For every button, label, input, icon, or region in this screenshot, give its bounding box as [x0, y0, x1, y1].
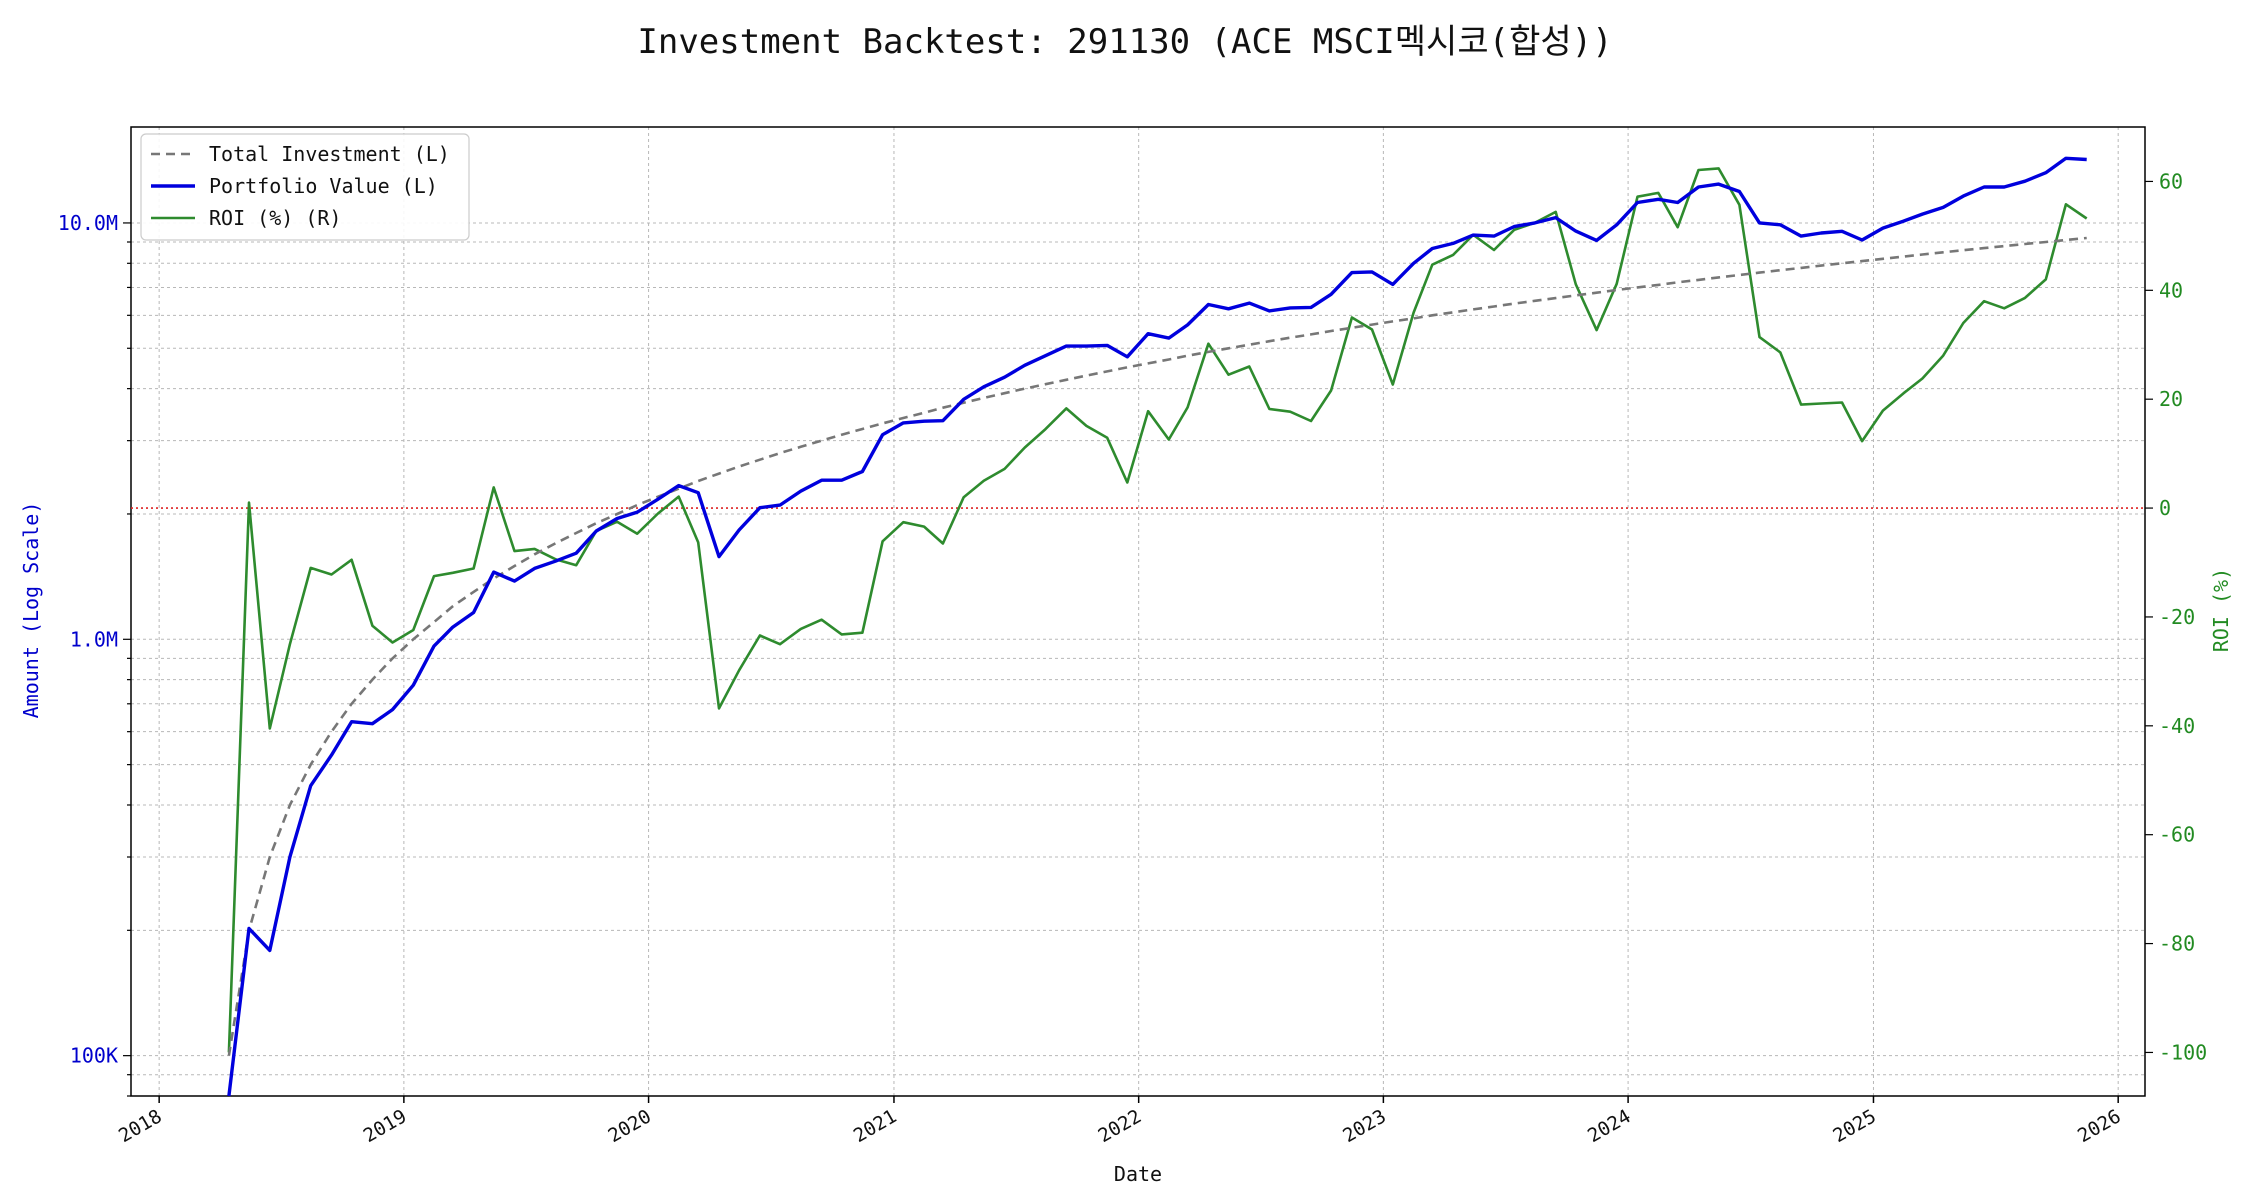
left-y-tick-label: 10.0M	[58, 211, 118, 235]
x-tick-label: 2026	[2074, 1105, 2125, 1147]
total-investment-line	[227, 236, 2087, 1056]
right-y-tick-label: 40	[2159, 278, 2183, 302]
x-tick-label: 2024	[1584, 1105, 1635, 1147]
chart-legend: Total Investment (L) Portfolio Value (L) R…	[140, 133, 470, 241]
chart-title: Investment Backtest: 291130 (ACE MSCI멕시코…	[637, 22, 1613, 62]
right-y-tick-label: 0	[2159, 496, 2171, 520]
legend-label: Total Investment (L)	[209, 142, 450, 166]
legend-label: Portfolio Value (L)	[209, 174, 438, 198]
right-y-tick-label: -60	[2159, 823, 2195, 847]
right-y-tick-label: -20	[2159, 605, 2195, 629]
x-tick-label: 2021	[850, 1105, 901, 1147]
plot-frame	[130, 126, 2146, 1097]
left-y-tick-label: 100K	[70, 1044, 118, 1068]
right-y-tick-label: -40	[2159, 714, 2195, 738]
series-layer	[131, 156, 2145, 1097]
right-y-tick-label: 20	[2159, 387, 2183, 411]
legend-box	[140, 133, 470, 241]
x-tick-label: 2018	[115, 1105, 166, 1147]
x-tick-label: 2020	[604, 1105, 655, 1147]
axes-layer: 2018 2019 2020 2021 2022 2023 2024 2025 2026 100K…	[58, 126, 2207, 1147]
right-y-axis-label: ROI (%)	[2209, 568, 2233, 652]
x-tick-label: 2022	[1095, 1105, 1146, 1147]
x-tick-label: 2019	[360, 1105, 411, 1147]
roi-line	[227, 167, 2088, 1053]
right-y-tick-label: -80	[2159, 932, 2195, 956]
left-y-axis-label: Amount (Log Scale)	[19, 502, 43, 719]
left-y-tick-label: 1.0M	[70, 627, 118, 651]
x-axis-label: Date	[1114, 1162, 1162, 1186]
right-y-tick-label: -100	[2159, 1040, 2207, 1064]
x-tick-label: 2023	[1339, 1105, 1390, 1147]
grid-layer	[131, 127, 2145, 1097]
right-y-tick-label: 60	[2159, 169, 2183, 193]
legend-label: ROI (%) (R)	[209, 206, 341, 230]
portfolio-value-line	[227, 156, 2087, 1097]
x-tick-label: 2025	[1829, 1105, 1880, 1147]
